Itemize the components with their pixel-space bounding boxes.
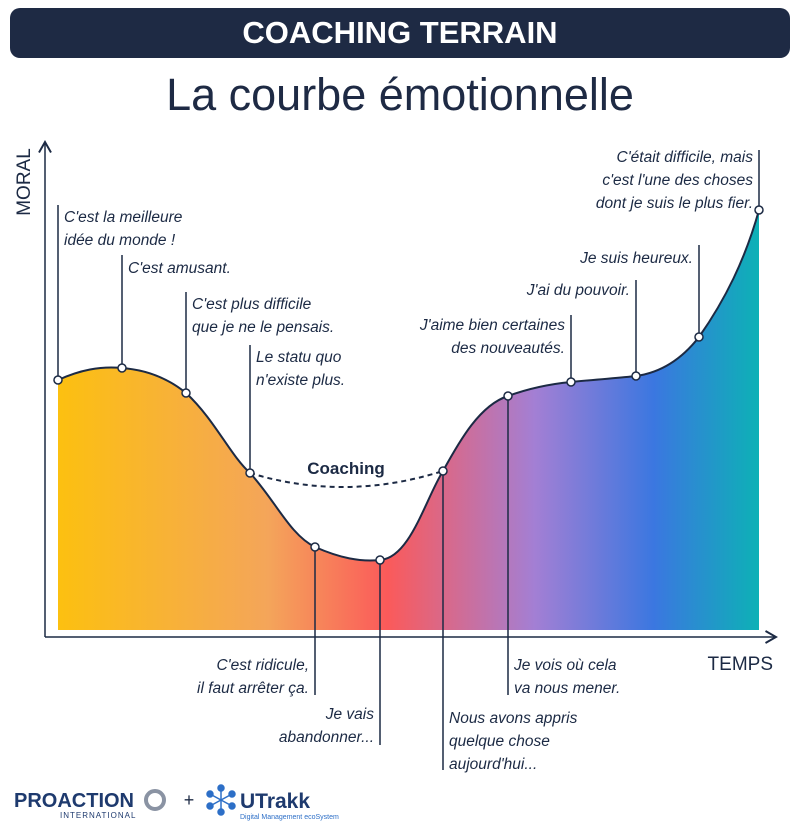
brand2-sub: Digital Management ecoSystem — [240, 814, 339, 821]
brand1: PROACTION — [14, 790, 134, 812]
annotation-text: C'était difficile, mais — [617, 149, 754, 166]
curve-area — [58, 210, 759, 630]
subtitle: La courbe émotionnelle — [166, 69, 634, 120]
brand2: UTrakk — [240, 790, 310, 813]
annotation-text: Le statu quo — [256, 349, 342, 366]
annotation-text: dont je suis le plus fier. — [596, 195, 753, 212]
coaching-path — [249, 470, 444, 488]
y-axis-label: MORAL — [14, 148, 35, 216]
curve-point — [181, 388, 191, 398]
curve-point — [503, 391, 513, 401]
curve-point — [117, 363, 127, 373]
annotation-text: abandonner... — [279, 729, 374, 746]
annotation-text: des nouveautés. — [451, 340, 565, 357]
annotation-text: n'existe plus. — [256, 372, 345, 389]
annotation-text: c'est l'une des choses — [602, 172, 753, 189]
curve-point — [375, 555, 385, 565]
annotation-text: C'est ridicule, — [216, 657, 309, 674]
annotation-text: C'est la meilleure — [64, 209, 183, 226]
brand2-icon — [206, 784, 236, 816]
curve-point — [310, 542, 320, 552]
annotation-text: J'ai du pouvoir. — [526, 282, 630, 299]
annotation-text: Je vois où cela — [513, 657, 617, 674]
curve-point — [438, 466, 448, 476]
annotation-text: que je ne le pensais. — [192, 319, 334, 336]
curve-point — [566, 377, 576, 387]
annotation-text: C'est amusant. — [128, 260, 231, 277]
curve-point — [245, 468, 255, 478]
curve-point — [754, 205, 764, 215]
curve-point — [53, 375, 63, 385]
brand1-icon — [144, 789, 166, 811]
annotation-text: C'est plus difficile — [192, 296, 312, 313]
annotation-text: Nous avons appris — [449, 710, 578, 727]
curve-point — [694, 332, 704, 342]
annotation-text: il faut arrêter ça. — [197, 680, 309, 697]
footer: PROACTION INTERNATIONAL + UTrakk Digital… — [14, 784, 339, 821]
plus: + — [184, 790, 195, 810]
curve-point — [631, 371, 641, 381]
coaching-label: Coaching — [307, 459, 384, 478]
annotation-text: Je vais — [325, 706, 374, 723]
annotation-text: Je suis heureux. — [579, 250, 693, 267]
annotation-text: va nous mener. — [514, 680, 620, 697]
annotation-text: idée du monde ! — [64, 232, 176, 249]
header-title: COACHING TERRAIN — [242, 15, 557, 50]
annotation-text: aujourd'hui... — [449, 756, 537, 773]
brand1-sub: INTERNATIONAL — [60, 811, 136, 820]
annotation-text: quelque chose — [449, 733, 550, 750]
header-bar — [10, 8, 790, 58]
annotations: C'est la meilleure idée du monde ! C'est a… — [53, 149, 764, 773]
annotation-text: J'aime bien certaines — [419, 317, 565, 334]
x-axis-label: TEMPS — [708, 654, 773, 675]
